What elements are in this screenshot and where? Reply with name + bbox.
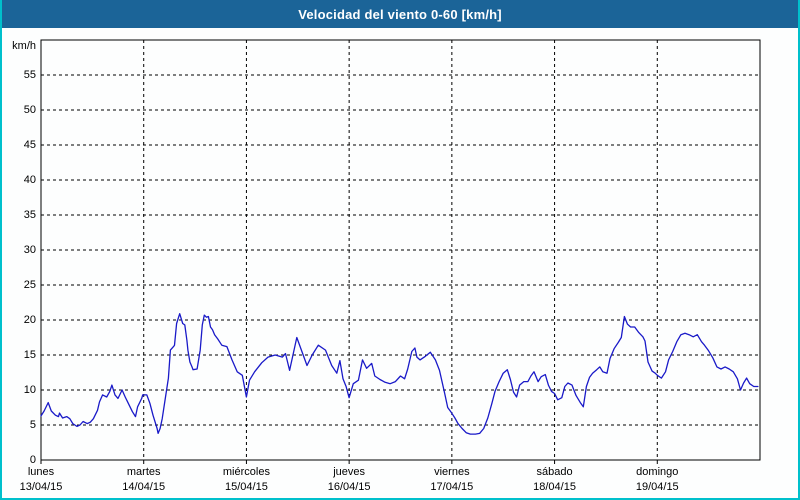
title-bar: Velocidad del viento 0-60 [km/h] xyxy=(2,0,798,28)
day-label-sábado: sábado 18/04/15 xyxy=(500,465,610,495)
day-date: 18/04/15 xyxy=(533,481,576,493)
day-name: jueves xyxy=(333,466,366,478)
y-tick-label-40: 40 xyxy=(23,174,36,186)
y-tick-label-25: 25 xyxy=(23,279,36,291)
y-tick-label-10: 10 xyxy=(23,384,36,396)
y-tick-label-35: 35 xyxy=(23,209,36,221)
day-date: 17/04/15 xyxy=(430,481,474,493)
day-name: miércoles xyxy=(222,466,270,478)
day-date: 14/04/15 xyxy=(122,481,166,493)
y-axis-unit-label: km/h xyxy=(12,40,36,52)
wind-speed-line xyxy=(40,313,759,435)
y-tick-label-55: 55 xyxy=(23,69,36,81)
day-label-lunes: lunes 13/04/15 xyxy=(2,465,96,495)
y-tick-label-15: 15 xyxy=(23,349,36,361)
y-tick-label-45: 45 xyxy=(23,139,36,151)
day-label-domingo: domingo 19/04/15 xyxy=(602,465,712,495)
y-tick-label-30: 30 xyxy=(23,244,36,256)
day-label-viernes: viernes 17/04/15 xyxy=(397,465,507,495)
plot-border xyxy=(40,39,761,461)
window-title: Velocidad del viento 0-60 [km/h] xyxy=(298,6,502,22)
day-date: 16/04/15 xyxy=(327,481,371,493)
y-tick-label-5: 5 xyxy=(29,419,36,431)
day-name: sábado xyxy=(536,466,573,478)
day-name: viernes xyxy=(434,466,470,478)
day-date: 15/04/15 xyxy=(225,481,268,493)
day-name: domingo xyxy=(636,466,679,478)
y-tick-label-20: 20 xyxy=(23,314,36,326)
y-tick-label-0: 0 xyxy=(29,454,36,466)
day-label-jueves: jueves 16/04/15 xyxy=(294,465,404,495)
y-tick-label-50: 50 xyxy=(23,104,36,116)
day-date: 19/04/15 xyxy=(635,481,679,493)
day-label-martes: martes 14/04/15 xyxy=(89,465,199,495)
day-name: lunes xyxy=(27,466,55,478)
day-name: martes xyxy=(126,466,161,478)
day-date: 13/04/15 xyxy=(19,481,63,493)
day-label-miércoles: miércoles 15/04/15 xyxy=(191,465,301,495)
